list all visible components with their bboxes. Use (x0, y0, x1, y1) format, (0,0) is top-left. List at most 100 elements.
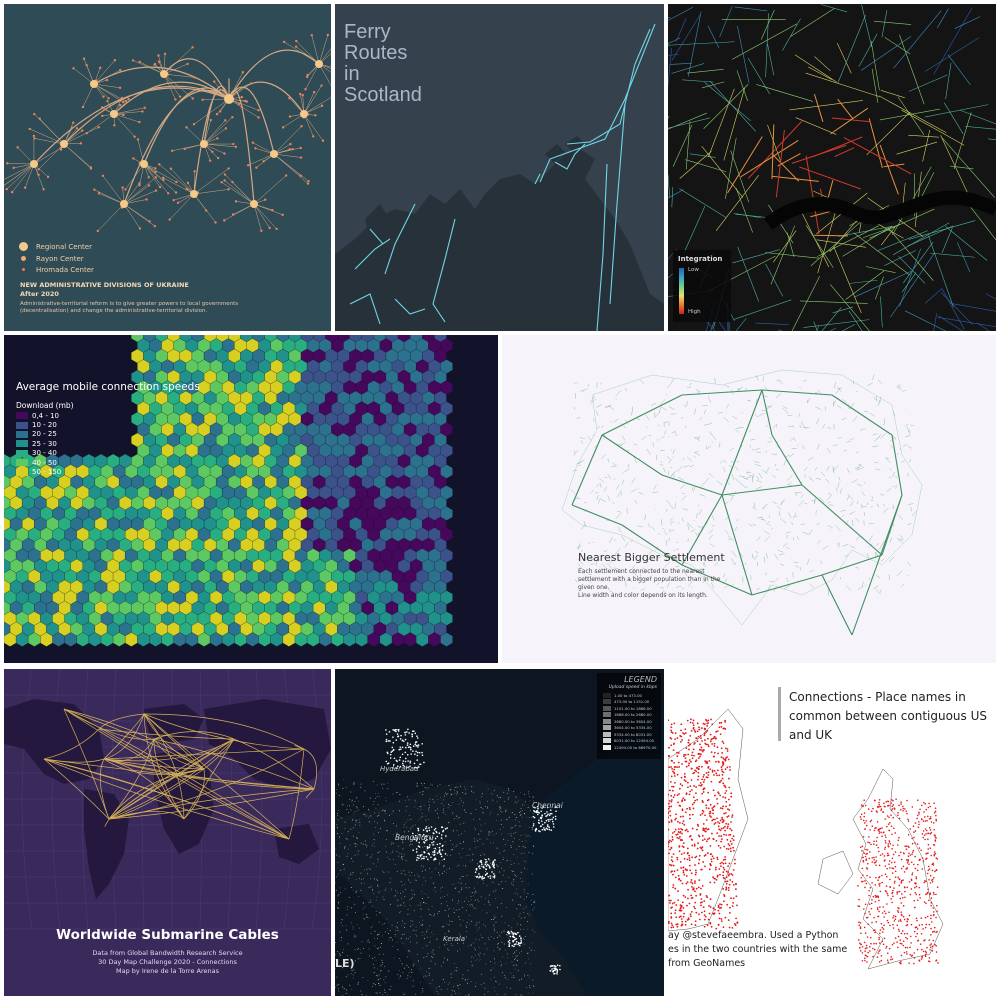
speed-point (549, 969, 551, 972)
speed-point (353, 936, 355, 938)
speed-point (482, 812, 484, 814)
street-segment (957, 242, 971, 273)
settlement-link (688, 523, 694, 529)
speed-point (487, 800, 489, 802)
speed-point (408, 845, 410, 847)
place-name-dot (729, 769, 731, 771)
settlement-link (677, 522, 680, 524)
speed-point (520, 950, 522, 952)
hromada-center-marker (148, 220, 151, 223)
place-name-dot (703, 925, 706, 928)
speed-point (511, 932, 514, 934)
speed-point (426, 936, 428, 938)
settlement-link (752, 506, 757, 511)
speed-point (385, 760, 388, 763)
speed-point (515, 955, 517, 957)
speed-point (363, 947, 365, 949)
legend-label: 40 - 50 (32, 458, 57, 467)
street-segment (715, 174, 759, 232)
speed-point (338, 794, 340, 796)
place-name-dot (735, 888, 737, 890)
cable-line (108, 738, 155, 820)
mobile-speed-hexmap: Average mobile connection speeds Downloa… (4, 335, 498, 663)
settlement-link (876, 395, 878, 401)
speed-point (513, 791, 515, 793)
settlement-link (590, 563, 595, 565)
speed-point (354, 824, 356, 826)
speed-point (491, 830, 493, 832)
settlement-link (806, 558, 810, 565)
flow-line (123, 185, 150, 205)
settlement-link (846, 440, 851, 443)
settlement-link (837, 387, 843, 390)
speed-point (463, 865, 465, 867)
speed-point (366, 873, 368, 875)
flow-line (303, 113, 324, 141)
place-name-dot (705, 804, 708, 807)
place-name-dot (682, 820, 685, 823)
place-name-dot (682, 866, 685, 869)
world-cable-map (4, 669, 331, 930)
speed-point (460, 785, 462, 787)
speed-point (377, 852, 379, 854)
speed-point (435, 830, 437, 833)
hromada-center-marker (33, 137, 36, 140)
speed-point (420, 805, 422, 807)
settlement-link (842, 544, 849, 547)
speed-point (492, 860, 495, 863)
flow-line (123, 177, 156, 205)
speed-point (442, 830, 444, 833)
settlement-link (615, 513, 621, 520)
place-name-dot (670, 794, 673, 797)
speed-point (425, 827, 427, 830)
place-name-dot (668, 802, 670, 805)
place-name-dot (722, 796, 724, 798)
speed-point (527, 883, 529, 885)
speed-point (508, 939, 511, 942)
settlement-link (800, 566, 802, 571)
speed-point (467, 904, 469, 906)
speed-point (421, 992, 423, 994)
settlement-link (870, 505, 873, 508)
settlement-link (573, 450, 578, 456)
settlement-link (698, 436, 700, 440)
speed-point (458, 933, 460, 935)
speed-point (484, 823, 486, 825)
place-name-dot (681, 845, 684, 848)
street-segment (853, 232, 910, 276)
hromada-center-marker (183, 147, 186, 151)
speed-point (446, 988, 448, 990)
speed-point (407, 913, 409, 915)
place-name-dot (707, 766, 710, 769)
speed-point (376, 784, 378, 786)
street-segment (668, 41, 735, 46)
speed-point (512, 841, 514, 843)
place-name-dot (706, 924, 709, 927)
speed-point (396, 892, 398, 894)
speed-point (449, 854, 451, 856)
speed-point (447, 983, 449, 985)
speed-point (393, 859, 395, 861)
speed-point (462, 919, 464, 921)
speed-point (509, 935, 512, 938)
place-name-dot (689, 790, 692, 793)
street-segment (736, 70, 748, 101)
settlement-link (777, 549, 783, 553)
speed-point (403, 902, 405, 904)
speed-point (410, 920, 412, 922)
speed-point (438, 832, 441, 834)
speed-point (531, 829, 533, 831)
street-segment (924, 104, 989, 118)
settlement-link (607, 495, 611, 501)
speed-point (392, 850, 394, 852)
speed-point (551, 968, 553, 970)
settlement-link (792, 512, 797, 519)
settlement-link (857, 586, 863, 590)
speed-point (476, 876, 478, 878)
speed-point (443, 807, 445, 809)
settlement-link (675, 566, 680, 568)
speed-point (512, 881, 514, 883)
place-name-dot (734, 924, 737, 926)
speed-point (349, 844, 351, 846)
place-name-dot (728, 844, 731, 847)
